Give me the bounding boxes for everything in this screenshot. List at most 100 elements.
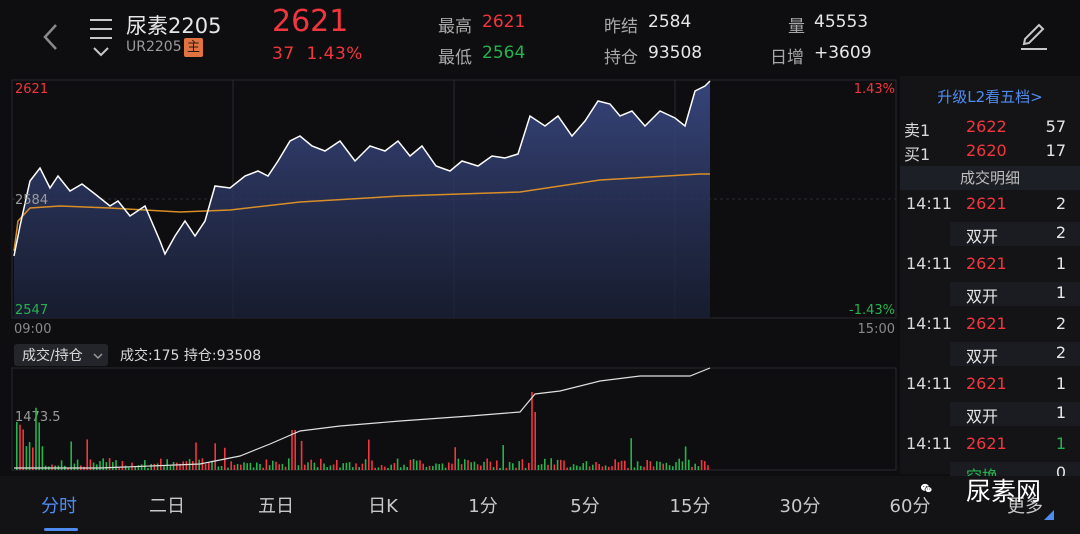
volume-bar — [374, 467, 376, 470]
tab-4[interactable]: 1分 — [468, 496, 498, 517]
volume-bar — [364, 459, 367, 470]
trade-type-row: 双开 2 — [950, 342, 1080, 366]
upgrade-l2-link[interactable]: 升级L2看五档> — [937, 88, 1043, 106]
volume-bar — [448, 462, 450, 470]
volume-bar — [492, 467, 495, 470]
volume-bar — [102, 458, 104, 470]
trade-type: 双开 — [966, 287, 999, 306]
tab-7[interactable]: 30分 — [779, 496, 821, 517]
volume-bar — [92, 462, 95, 470]
tab-0[interactable]: 分时 — [41, 496, 77, 517]
menu-dropdown-icon[interactable] — [88, 16, 114, 60]
trade-time: 14:11 — [906, 314, 953, 333]
volume-bar — [38, 422, 40, 470]
volume-bar — [483, 461, 485, 470]
volume-bar — [214, 443, 216, 470]
volume-bar — [313, 462, 316, 470]
price-bottom-label: 2547 — [15, 303, 48, 318]
tab-8[interactable]: 60分 — [889, 496, 931, 517]
volume-bar — [566, 467, 568, 470]
volume-bar — [230, 461, 232, 470]
volume-value: 45553 — [814, 12, 869, 32]
ask-label: 卖1 — [904, 121, 931, 140]
volume-bar — [112, 462, 114, 470]
trade-qty: 2 — [1055, 314, 1066, 333]
volume-bar — [496, 460, 498, 470]
volume-bar — [435, 463, 437, 470]
open-interest-label: 持仓 — [604, 48, 638, 68]
volume-bar — [649, 461, 652, 470]
volume-selector-label: 成交/持仓 — [22, 347, 83, 364]
volume-bar — [265, 459, 268, 470]
volume-bar — [384, 466, 386, 470]
period-tabs: 分时 二日 五日 日K 1分 5分 15分 30分 60分 更多 — [0, 476, 1080, 534]
volume-bar — [195, 442, 197, 470]
volume-bar — [390, 464, 392, 470]
volume-bar — [169, 466, 172, 470]
trade-detail-header[interactable]: 成交明细 — [900, 166, 1080, 190]
volume-bar — [585, 461, 588, 470]
volume-bar — [220, 466, 223, 470]
contract-title[interactable]: 尿素2205 — [126, 14, 222, 38]
chart-area[interactable]: 2621 2584 2547 1.43% -1.43% 09:00 15:00 … — [0, 76, 1080, 474]
volume-bar — [515, 467, 517, 470]
volume-bar — [358, 467, 360, 470]
volume-bar — [284, 466, 287, 470]
volume-bar — [547, 464, 549, 470]
volume-bar — [419, 460, 421, 470]
tab-3[interactable]: 日K — [368, 496, 398, 517]
trade-price: 2621 — [966, 254, 1007, 273]
volume-bar — [272, 460, 274, 470]
trade-qty: 1 — [1055, 254, 1066, 273]
volume-bar — [598, 464, 600, 470]
tab-1[interactable]: 二日 — [149, 496, 185, 517]
volume-bar — [556, 459, 559, 470]
volume-bar — [179, 463, 181, 470]
volume-bar — [67, 467, 69, 470]
volume-bar — [323, 463, 325, 470]
edit-pencil-icon[interactable] — [1018, 20, 1050, 52]
volume-bar — [163, 465, 165, 470]
volume-bar — [368, 439, 370, 470]
volume-bar — [192, 461, 194, 470]
last-price: 2621 — [272, 4, 349, 39]
time-end-label: 15:00 — [858, 322, 895, 337]
volume-bar — [518, 461, 520, 470]
volume-bar — [150, 464, 152, 470]
volume-bar — [400, 467, 402, 470]
trade-oi-change: 0 — [1055, 463, 1066, 482]
tab-2[interactable]: 五日 — [258, 496, 294, 517]
average-price-line — [13, 173, 710, 252]
intraday-chart[interactable]: 2621 2584 2547 1.43% -1.43% 09:00 15:00 … — [0, 76, 900, 474]
trade-qty: 1 — [1055, 374, 1066, 393]
trade-row: 14:11 2621 2 — [900, 194, 1080, 218]
volume-bar — [32, 447, 34, 470]
volume-bar — [361, 463, 364, 470]
volume-bar — [144, 460, 146, 470]
volume-bar — [147, 468, 149, 470]
volume-bar — [601, 466, 604, 470]
volume-panel-frame — [11, 367, 897, 471]
main-contract-badge: 主 — [184, 38, 204, 57]
volume-bar — [172, 462, 175, 470]
volume-bar — [316, 467, 319, 470]
trade-time: 14:11 — [906, 194, 953, 213]
volume-bar — [377, 467, 380, 470]
volume-bar — [691, 466, 693, 470]
volume-bar — [198, 459, 200, 470]
back-arrow-icon[interactable] — [38, 20, 64, 54]
tab-6[interactable]: 15分 — [669, 496, 711, 517]
contract-code: UR2205 — [126, 39, 182, 55]
volume-bar — [528, 462, 530, 470]
tab-9[interactable]: 更多 — [1007, 496, 1043, 517]
volume-bar — [659, 461, 661, 470]
daily-increase-label: 日增 — [770, 48, 804, 68]
volume-bar — [320, 458, 322, 470]
volume-bar — [588, 466, 591, 470]
trade-price: 2621 — [966, 194, 1007, 213]
volume-selector[interactable] — [14, 344, 108, 366]
volume-bar — [211, 460, 213, 470]
volume-bar — [387, 467, 389, 470]
tab-5[interactable]: 5分 — [570, 496, 600, 517]
volume-bar — [176, 462, 178, 470]
